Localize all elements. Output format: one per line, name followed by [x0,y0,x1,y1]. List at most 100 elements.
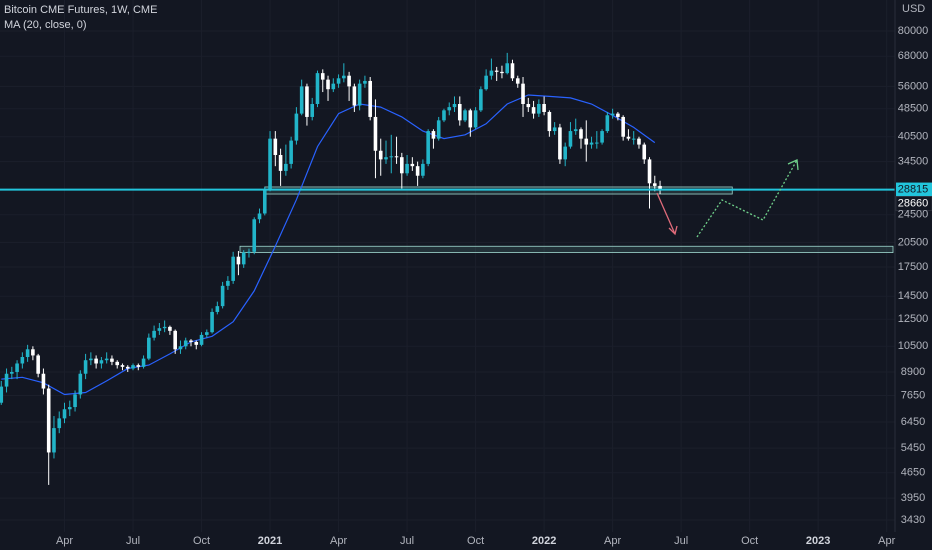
y-tick-label: 10500 [898,340,929,352]
candle-body [457,104,462,121]
y-tick-label: 6450 [901,416,925,428]
y-tick-label: 3950 [901,492,925,504]
candle-body [352,86,357,106]
candle-body [131,365,135,369]
candle-body [405,163,409,174]
y-tick-label: 68000 [898,50,929,62]
candle-body [20,357,25,364]
up-path [696,159,798,238]
candle-body [484,75,488,90]
candle-body [521,83,525,105]
candle-body [278,155,283,171]
candle-body [500,71,504,74]
y-tick-label: 7650 [901,389,925,401]
candle-body [431,131,436,139]
candle-body [199,334,204,345]
candle-body [25,349,30,358]
y-tick-label: 56000 [898,80,929,92]
candle-body [157,328,162,331]
candle-body [247,251,251,253]
candle-body [273,138,278,156]
candle-body [647,159,652,184]
candle-body [15,363,19,372]
candle-body [294,113,299,141]
candle-body [162,326,167,329]
candle-body [262,189,267,214]
candle-body [589,142,594,145]
candle-body [595,142,599,144]
candle-body [573,129,578,132]
zone [239,245,894,254]
candle-body [510,63,515,79]
y-tick-label: 14500 [898,290,929,302]
candle-body [226,280,230,286]
candle-body [415,166,420,176]
x-tick-label: Oct [741,535,758,547]
x-tick-label: Jul [126,535,140,547]
candle-body [299,86,304,114]
candle-body [542,104,546,112]
candle-body [400,157,404,174]
candle-body [331,83,336,90]
candle-body [421,163,425,176]
candle-body [289,140,293,164]
candle-body [463,110,467,121]
candle-body [547,111,552,132]
candle-body [173,330,177,350]
chart-title: Bitcoin CME Futures, 1W, CME [4,4,157,16]
candle-body [141,358,146,367]
candle-body [36,355,40,374]
candle-body [83,360,88,374]
candle-body [10,371,14,374]
x-tick-label: Oct [467,535,484,547]
y-tick-label: 17500 [898,261,929,273]
candle-body [52,428,56,453]
ma-legend: MA (20, close, 0) [4,19,87,31]
candle-body [99,360,104,364]
candle-body [205,332,209,335]
hline-label-box [896,182,932,197]
candle-body [552,127,557,132]
candle-body [410,163,415,167]
candle-body [147,337,151,359]
overlay: 28815 28660 [0,182,932,212]
candle-body [46,388,51,453]
candle-body [368,80,372,117]
candle-body [231,256,235,281]
x-tick-label: Oct [193,535,210,547]
y-tick-label: 12500 [898,313,929,325]
candle-body [31,349,35,356]
candle-body [189,340,193,342]
y-tick-label: 48500 [898,103,929,115]
ma-layer [1,94,656,396]
last-price-label: 28660 [898,197,929,209]
candle-body [310,104,315,117]
down-arrow [656,192,676,235]
candle-body [326,79,330,90]
candle-body [357,83,362,106]
candle-body [616,113,620,117]
candle-body [621,116,625,137]
y-tick-label: 8900 [901,366,925,378]
candle-body [257,213,262,220]
candle-body [104,358,109,361]
candle-body [526,104,531,108]
candle-body [610,113,615,116]
candle-body [558,127,562,160]
candle-body [152,330,156,338]
x-tick-label: Apr [604,535,621,547]
candle-body [78,373,83,395]
candle-body [241,252,246,265]
candle-body [320,73,325,80]
candle-body [378,150,383,160]
candle-body [479,89,483,111]
candle-body [600,131,604,143]
candle-body [605,115,610,132]
candle-body [215,306,220,312]
x-tick-label: 2021 [258,535,282,547]
candle-body [57,418,62,429]
candle-body [452,104,457,108]
candle-body [41,373,46,389]
